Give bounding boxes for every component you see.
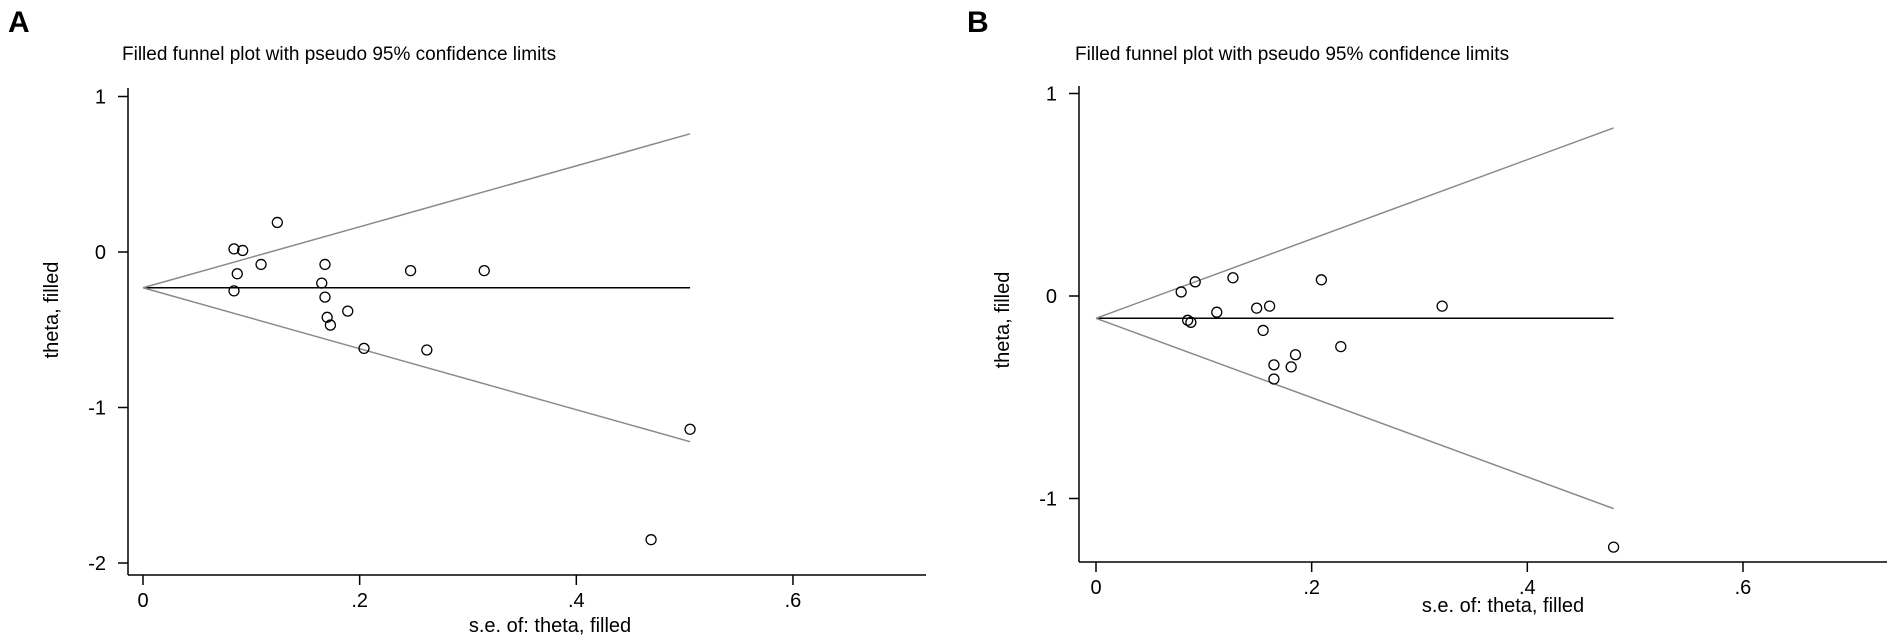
x-tick-label: .6 (785, 590, 802, 612)
study-point (1607, 541, 1620, 553)
study-point (228, 285, 240, 297)
study-point (1315, 274, 1328, 286)
y-axis-label: theta, filled (41, 262, 63, 359)
study-point (421, 344, 433, 356)
x-tick-label: .4 (568, 590, 585, 612)
lower-confidence-limit-line (142, 287, 691, 443)
study-point (324, 319, 337, 331)
y-axis-label: theta, filled (992, 272, 1014, 369)
funnel-plot-panel-b: B Filled funnel plot with pseudo 95% con… (951, 0, 1902, 639)
study-point (1335, 340, 1347, 353)
y-tick-label: 0 (95, 242, 106, 264)
study-point (255, 258, 267, 271)
study-point (1268, 373, 1280, 385)
x-tick-label: .2 (351, 590, 368, 612)
x-tick-label: .2 (1303, 577, 1320, 599)
funnel-plot-panel-a: A Filled funnel plot with pseudo 95% con… (8, 6, 926, 637)
study-point (1257, 324, 1269, 337)
study-point (228, 243, 240, 255)
study-point (1211, 306, 1223, 318)
upper-confidence-limit-line (142, 133, 691, 289)
lower-confidence-limit-line (1095, 317, 1614, 510)
study-point (1285, 361, 1297, 373)
study-point (342, 305, 354, 317)
y-tick-label: 0 (1046, 286, 1057, 308)
study-point (1263, 300, 1276, 312)
chart-title: Filled funnel plot with pseudo 95% confi… (1075, 44, 1509, 65)
y-tick-label: 1 (95, 87, 106, 109)
study-point (1436, 300, 1448, 312)
funnel-plot-b: Filled funnel plot with pseudo 95% confi… (992, 44, 1887, 617)
study-point (478, 265, 490, 277)
study-point (271, 216, 283, 229)
study-point (1175, 286, 1187, 298)
study-point (358, 342, 370, 355)
y-tick-label: -2 (88, 553, 106, 575)
study-point (1227, 272, 1239, 284)
x-axis-label: s.e. of: theta, filled (1422, 595, 1584, 617)
study-point (321, 311, 333, 323)
x-axis-label: s.e. of: theta, filled (469, 615, 631, 637)
funnel-plot-a: Filled funnel plot with pseudo 95% confi… (41, 44, 926, 637)
study-point (1268, 359, 1280, 371)
chart-title: Filled funnel plot with pseudo 95% confi… (122, 44, 556, 65)
y-tick-label: 1 (1046, 84, 1057, 106)
study-point (404, 265, 417, 277)
study-point (316, 277, 328, 289)
y-tick-label: -1 (88, 398, 106, 420)
study-point (645, 534, 657, 546)
study-point (1289, 349, 1302, 361)
study-point (237, 244, 249, 257)
x-tick-label: .4 (1519, 577, 1536, 599)
study-point (1189, 276, 1201, 288)
x-tick-label: 0 (1090, 577, 1101, 599)
x-tick-label: .6 (1735, 577, 1752, 599)
x-tick-label: 0 (137, 590, 148, 612)
panel-letter: B (967, 6, 989, 39)
study-point (684, 423, 696, 435)
study-point (231, 268, 243, 280)
panel-letter: A (8, 6, 30, 39)
study-point (319, 291, 331, 303)
y-tick-label: -1 (1039, 489, 1057, 511)
study-point (1185, 316, 1197, 328)
upper-confidence-limit-line (1095, 127, 1614, 319)
study-point (319, 258, 331, 271)
study-point (1251, 302, 1263, 314)
